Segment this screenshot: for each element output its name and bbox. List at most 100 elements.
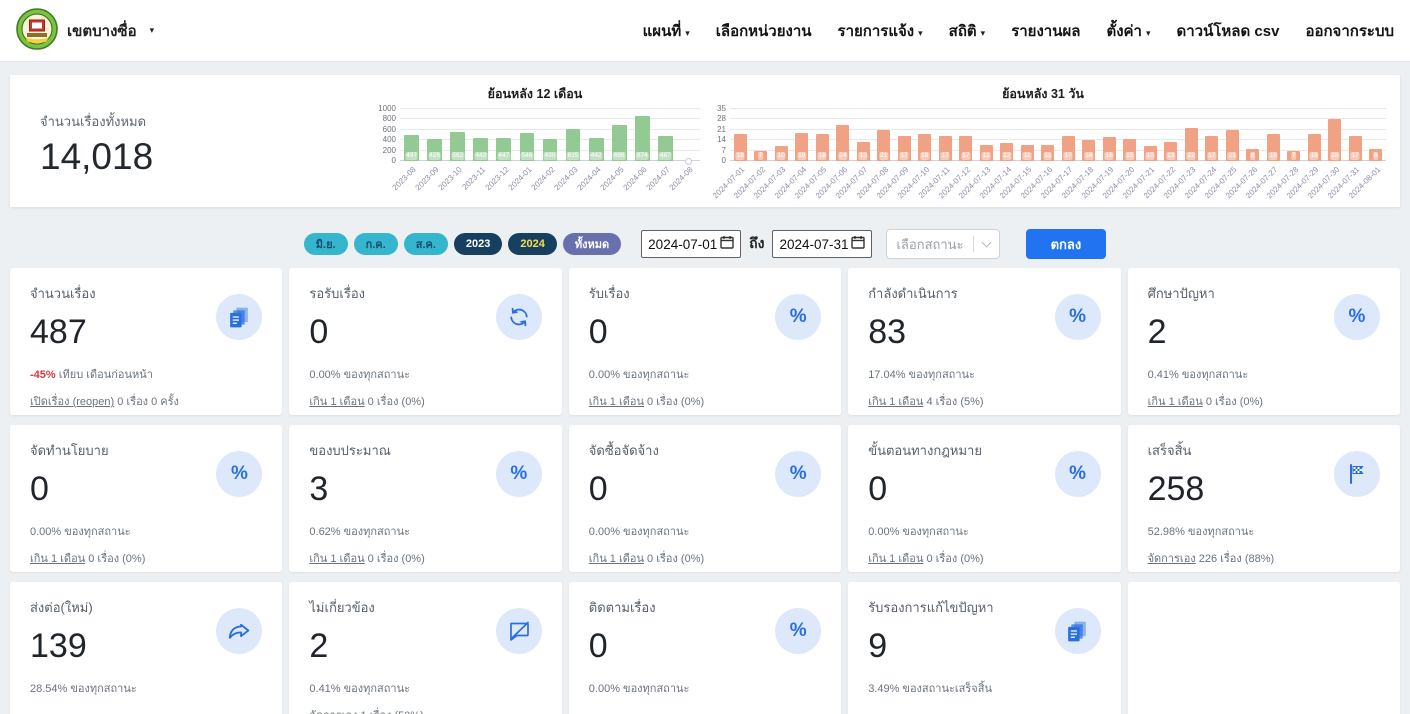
card-subtext: 0.62% ของทุกสถานะ bbox=[309, 526, 411, 538]
date-from-input[interactable] bbox=[648, 236, 721, 252]
bar[interactable]: 442 bbox=[588, 138, 604, 161]
card-subtext: 52.98% ของทุกสถานะ bbox=[1147, 526, 1255, 538]
bar[interactable]: 430 bbox=[542, 138, 558, 161]
filter-pill-jul[interactable]: ก.ค. bbox=[353, 233, 398, 255]
bar-value-label: 443 bbox=[474, 152, 488, 160]
card-link[interactable]: เกิน 1 เดือน bbox=[868, 396, 924, 408]
bar-value-label: 13 bbox=[1166, 152, 1176, 160]
bar-slot: 17 bbox=[1058, 109, 1079, 161]
district-switcher[interactable]: เขตบางซื่อ ▾ bbox=[16, 7, 154, 54]
bar[interactable]: 13 bbox=[1164, 141, 1178, 161]
bar[interactable]: 426 bbox=[427, 138, 442, 161]
bar[interactable]: 15 bbox=[1123, 138, 1137, 161]
bar[interactable]: 17 bbox=[897, 135, 911, 161]
bar[interactable]: 487 bbox=[658, 135, 673, 161]
bar[interactable]: 17 bbox=[1348, 135, 1362, 161]
bar[interactable]: 14 bbox=[1082, 140, 1096, 161]
card-link[interactable]: เกิน 1 เดือน bbox=[868, 553, 924, 565]
filter-pill-all[interactable]: ทั้งหมด bbox=[562, 233, 622, 255]
nav-item-download-csv[interactable]: ดาวน์โหลด csv bbox=[1176, 22, 1280, 40]
bar-value-label: 21 bbox=[1227, 152, 1237, 160]
bar[interactable]: 19 bbox=[795, 132, 809, 161]
bar[interactable]: 22 bbox=[1184, 128, 1198, 161]
bar[interactable]: 11 bbox=[1041, 144, 1055, 161]
bar[interactable]: 18 bbox=[1266, 134, 1280, 161]
bar[interactable]: 874 bbox=[634, 115, 650, 161]
filter-pills: มิ.ย. ก.ค. ส.ค. 2023 2024 ทั้งหมด bbox=[303, 233, 627, 255]
filter-pill-2024[interactable]: 2024 bbox=[508, 233, 557, 255]
filter-pill-aug[interactable]: ส.ค. bbox=[403, 233, 448, 255]
bar[interactable]: 12 bbox=[1000, 143, 1014, 161]
share-icon bbox=[216, 608, 263, 654]
nav-item-select-agency[interactable]: เลือกหน่วยงาน bbox=[715, 22, 812, 40]
filter-pill-jun[interactable]: มิ.ย. bbox=[303, 233, 348, 255]
card-link[interactable]: จัดการเอง bbox=[309, 710, 357, 714]
bar[interactable]: 447 bbox=[496, 137, 512, 161]
bar[interactable]: 17 bbox=[1061, 135, 1075, 161]
calendar-icon[interactable] bbox=[851, 235, 866, 254]
card-link[interactable]: จัดการเอง bbox=[1147, 553, 1196, 565]
bar[interactable]: 443 bbox=[473, 137, 489, 161]
bar[interactable]: 13 bbox=[856, 141, 870, 161]
gridline bbox=[730, 128, 1386, 130]
nav-item-settings[interactable]: ตั้งค่า ▾ bbox=[1106, 22, 1151, 40]
bar-value-label: 7 bbox=[1290, 152, 1297, 160]
date-to-input[interactable] bbox=[779, 236, 852, 252]
card-link[interactable]: เกิน 1 เดือน bbox=[309, 553, 365, 565]
card-value: 0 bbox=[588, 313, 608, 351]
bar[interactable]: 16 bbox=[1102, 137, 1116, 161]
bar[interactable]: 18 bbox=[733, 134, 747, 161]
bar[interactable]: 24 bbox=[836, 125, 850, 161]
nav-item-results[interactable]: รายงานผล bbox=[1011, 22, 1081, 40]
apply-filter-button[interactable]: ตกลง bbox=[1025, 229, 1107, 259]
card-value: 2 bbox=[309, 627, 329, 665]
card-link[interactable]: เปิดเรื่อง (reopen) bbox=[30, 396, 115, 408]
bar-value-label: 24 bbox=[838, 152, 848, 160]
documents-icon bbox=[216, 294, 263, 340]
bar[interactable]: 18 bbox=[918, 134, 932, 161]
card-link[interactable]: เกิน 1 เดือน bbox=[588, 553, 644, 565]
card-link[interactable]: เกิน 1 เดือน bbox=[1147, 396, 1203, 408]
bar[interactable]: 10 bbox=[774, 146, 788, 161]
card-link[interactable]: เกิน 1 เดือน bbox=[30, 553, 86, 565]
status-select[interactable]: เลือกสถานะ bbox=[886, 229, 1000, 259]
bar[interactable]: 21 bbox=[1225, 129, 1239, 161]
bar[interactable]: 615 bbox=[565, 129, 581, 161]
chevron-down-icon: ▾ bbox=[918, 27, 923, 38]
nav-item-statistics[interactable]: สถิติ ▾ bbox=[948, 22, 986, 40]
bar[interactable]: 18 bbox=[815, 134, 829, 161]
bar[interactable]: 28 bbox=[1328, 119, 1342, 161]
bar[interactable]: 17 bbox=[938, 135, 952, 161]
bar[interactable]: 11 bbox=[1020, 144, 1034, 161]
bar-value-label: 28 bbox=[1330, 152, 1340, 160]
bar[interactable]: 8 bbox=[1369, 149, 1383, 161]
bar[interactable]: 497 bbox=[404, 135, 419, 161]
card-link[interactable]: เกิน 1 เดือน bbox=[309, 396, 365, 408]
bar[interactable]: 17 bbox=[1205, 135, 1219, 161]
bar[interactable]: 17 bbox=[959, 135, 973, 161]
bar[interactable]: 686 bbox=[611, 125, 627, 161]
bar[interactable]: 562 bbox=[450, 131, 466, 161]
card-link[interactable]: เกิน 1 เดือน bbox=[588, 396, 644, 408]
percent-icon: % bbox=[775, 451, 822, 497]
date-from-field[interactable] bbox=[641, 230, 742, 258]
bar-value-label: 497 bbox=[405, 152, 418, 160]
bar[interactable]: 8 bbox=[1246, 149, 1260, 161]
nav-item-map[interactable]: แผนที่ ▾ bbox=[642, 22, 690, 40]
card-done: เสร็จสิ้น 258 52.98% ของทุกสถานะ จัดการเ… bbox=[1127, 425, 1400, 572]
date-to-field[interactable] bbox=[772, 230, 873, 258]
bar-value-label: 17 bbox=[940, 152, 950, 160]
bar[interactable]: 21 bbox=[877, 129, 891, 161]
bar[interactable]: 18 bbox=[1307, 134, 1321, 161]
bar[interactable]: 7 bbox=[1287, 150, 1301, 161]
nav-item-report-list[interactable]: รายการแจ้ง ▾ bbox=[837, 22, 923, 40]
card-title: จัดทำนโยบาย bbox=[30, 443, 109, 458]
bar[interactable]: 7 bbox=[754, 150, 768, 161]
bar[interactable]: 11 bbox=[979, 144, 993, 161]
card-subtext: 0.00% ของทุกสถานะ bbox=[30, 526, 131, 538]
bar[interactable]: 10 bbox=[1143, 146, 1157, 161]
nav-item-logout[interactable]: ออกจากระบบ bbox=[1305, 22, 1394, 40]
filter-pill-2023[interactable]: 2023 bbox=[453, 233, 503, 255]
bar[interactable]: 546 bbox=[519, 132, 535, 161]
calendar-icon[interactable] bbox=[720, 235, 734, 254]
